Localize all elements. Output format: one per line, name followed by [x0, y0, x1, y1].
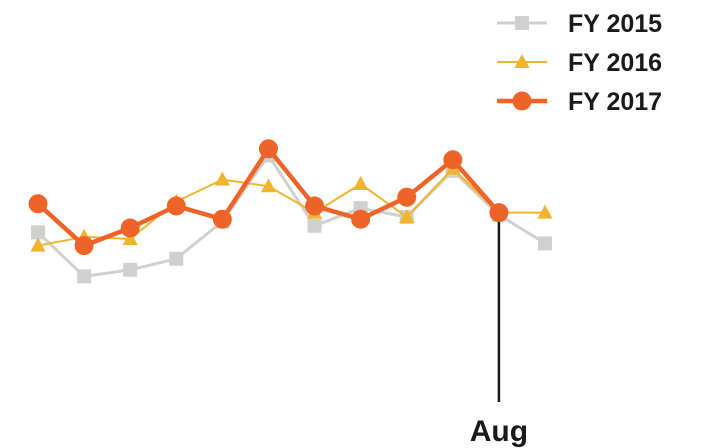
data-point-fy-2017	[212, 209, 232, 229]
data-point-fy-2017	[74, 236, 94, 256]
data-point-fy-2016	[122, 231, 138, 245]
series-line-fy-2015	[36, 153, 547, 278]
legend-swatch-marker-fy-2016	[514, 54, 530, 68]
data-point-fy-2015	[31, 225, 45, 240]
legend-swatch-marker-fy-2015	[515, 16, 529, 30]
annotation-label: Aug	[470, 415, 528, 448]
data-point-fy-2016	[537, 204, 553, 219]
series-line-fy-2017	[35, 146, 502, 248]
legend-swatch-marker-fy-2017	[512, 91, 532, 111]
series-line-fy-2016	[37, 167, 546, 247]
data-point-fy-2016	[353, 176, 369, 190]
data-point-fy-2015	[307, 218, 322, 233]
data-point-fy-2015	[169, 251, 184, 266]
data-point-fy-2015	[77, 269, 92, 284]
data-point-fy-2016	[260, 178, 277, 193]
data-point-fy-2017	[443, 150, 463, 170]
legend-label-fy-2017: FY 2017	[568, 88, 662, 116]
data-point-fy-2017	[489, 203, 509, 223]
data-point-fy-2017	[397, 187, 417, 207]
data-point-fy-2017	[28, 194, 48, 214]
legend-label-fy-2015: FY 2015	[568, 10, 662, 38]
data-point-fy-2017	[351, 209, 371, 229]
data-point-fy-2017	[258, 139, 278, 159]
data-point-fy-2016	[399, 209, 415, 223]
data-point-fy-2017	[305, 196, 325, 216]
data-point-fy-2017	[166, 196, 186, 216]
data-point-fy-2015	[123, 262, 138, 277]
legend-label-fy-2016: FY 2016	[568, 49, 662, 77]
data-point-fy-2015	[538, 236, 552, 251]
data-point-fy-2016	[214, 171, 230, 186]
data-point-fy-2016	[30, 237, 46, 252]
data-point-fy-2017	[120, 218, 140, 238]
